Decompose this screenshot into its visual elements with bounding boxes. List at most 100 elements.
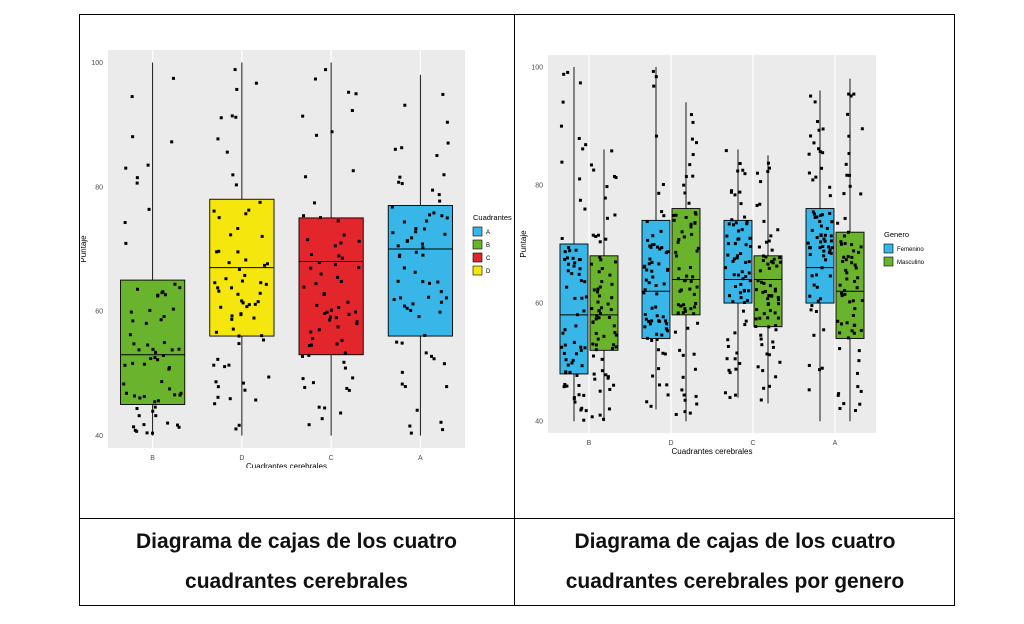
data-point — [135, 407, 139, 411]
data-point — [651, 275, 655, 279]
data-point — [770, 294, 774, 298]
data-point — [735, 256, 739, 260]
data-point — [811, 210, 815, 214]
data-point — [659, 229, 663, 233]
data-point — [771, 261, 775, 265]
data-point — [258, 200, 262, 204]
data-point — [573, 296, 577, 300]
data-point — [738, 190, 742, 194]
data-point — [124, 391, 128, 395]
data-point — [400, 146, 404, 150]
boxplot-chart-quadrants-by-gender: 40 60 80 100 B D C A Cuadrantes cerebrales Puntaj… — [519, 55, 925, 456]
data-point — [561, 100, 565, 104]
data-point — [747, 289, 751, 293]
caption-right-line1: Diagrama de cajas de los cuatro — [574, 530, 896, 553]
data-point — [253, 302, 257, 306]
data-point — [764, 240, 768, 244]
data-point — [613, 331, 617, 335]
data-point — [674, 250, 678, 254]
data-point — [814, 309, 818, 313]
data-point — [123, 221, 127, 225]
data-point — [694, 301, 698, 305]
data-point — [578, 267, 582, 271]
data-point — [743, 215, 747, 219]
data-point — [592, 168, 596, 172]
data-point — [744, 260, 748, 264]
data-point — [568, 370, 572, 374]
data-point — [153, 356, 157, 360]
data-point — [846, 336, 850, 340]
data-point — [235, 87, 239, 91]
data-point — [562, 351, 566, 355]
data-point — [420, 242, 424, 246]
data-point — [767, 166, 771, 170]
data-point — [809, 308, 813, 312]
caption-right-line2: cuadrantes cerebrales por genero — [565, 570, 905, 593]
data-point — [213, 402, 217, 406]
data-point — [682, 279, 686, 283]
data-point — [262, 263, 266, 267]
data-point — [307, 423, 311, 427]
data-point — [243, 388, 247, 392]
data-point — [393, 147, 397, 151]
data-point — [397, 255, 401, 259]
data-point — [612, 174, 616, 178]
data-point — [821, 244, 825, 248]
data-point — [230, 114, 234, 118]
data-point — [856, 385, 860, 389]
data-point — [137, 348, 141, 352]
data-point — [439, 300, 443, 304]
data-point — [847, 92, 851, 96]
data-point — [678, 348, 682, 352]
data-point — [240, 279, 244, 283]
data-point — [650, 306, 654, 310]
data-point — [444, 296, 448, 300]
data-point — [747, 271, 751, 275]
data-point — [565, 256, 569, 260]
data-point — [850, 261, 854, 265]
legend-swatch — [883, 256, 894, 267]
data-point — [726, 338, 730, 342]
data-point — [425, 219, 429, 223]
data-point — [762, 312, 766, 316]
data-point — [421, 253, 425, 257]
data-point — [762, 386, 766, 390]
data-point — [671, 213, 675, 217]
data-point — [350, 108, 354, 112]
data-point — [652, 84, 656, 88]
data-point — [584, 143, 588, 147]
data-point — [156, 399, 160, 403]
data-point — [806, 241, 810, 245]
data-point — [147, 207, 151, 211]
data-point — [240, 299, 244, 303]
data-point — [245, 305, 249, 309]
data-point — [762, 219, 766, 223]
data-point — [733, 242, 737, 246]
data-point — [414, 227, 418, 231]
data-point — [598, 285, 602, 289]
x-tick-label: A — [833, 440, 838, 447]
data-point — [171, 307, 175, 311]
data-point — [683, 191, 687, 195]
data-point — [581, 147, 585, 151]
data-point — [807, 388, 811, 392]
data-point — [302, 285, 306, 289]
data-point — [260, 334, 264, 338]
data-point — [645, 268, 649, 272]
data-point — [843, 288, 847, 292]
data-point — [400, 182, 404, 186]
data-point — [764, 255, 768, 259]
data-point — [224, 277, 228, 281]
data-point — [561, 331, 565, 335]
data-point — [589, 163, 593, 167]
data-point — [733, 193, 737, 197]
data-point — [446, 141, 450, 145]
x-tick-label: D — [668, 440, 673, 447]
data-point — [408, 424, 412, 428]
data-point — [598, 240, 602, 244]
data-point — [723, 391, 727, 395]
data-point — [734, 367, 738, 371]
data-point — [163, 293, 167, 297]
data-point — [748, 245, 752, 249]
data-point — [346, 300, 350, 304]
